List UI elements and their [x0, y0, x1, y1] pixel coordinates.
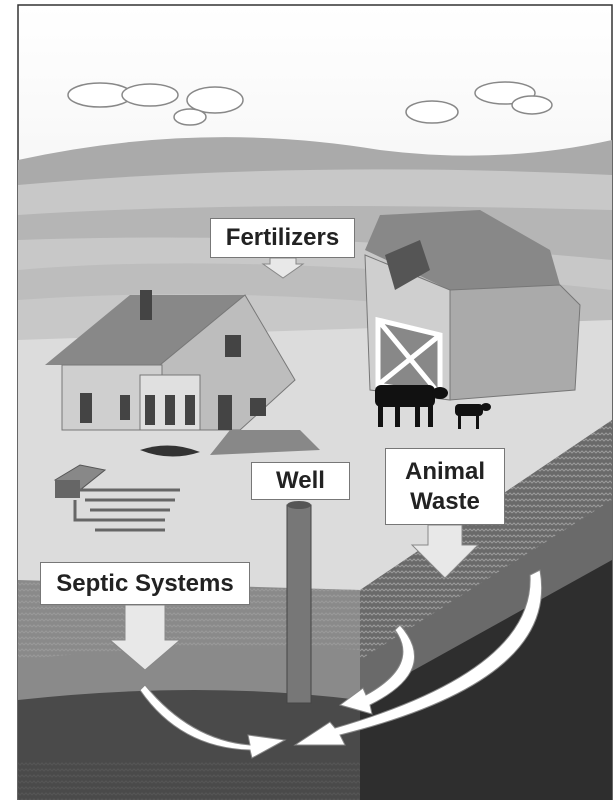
well-label: Well [251, 462, 350, 500]
illustration [0, 0, 615, 800]
fertilizers-label: Fertilizers [210, 218, 355, 258]
animal-waste-label: Animal Waste [385, 448, 505, 525]
diagram: Fertilizers Well Animal Waste Septic Sys… [0, 0, 615, 800]
septic-systems-label: Septic Systems [40, 562, 250, 605]
well-pipe [287, 501, 311, 703]
